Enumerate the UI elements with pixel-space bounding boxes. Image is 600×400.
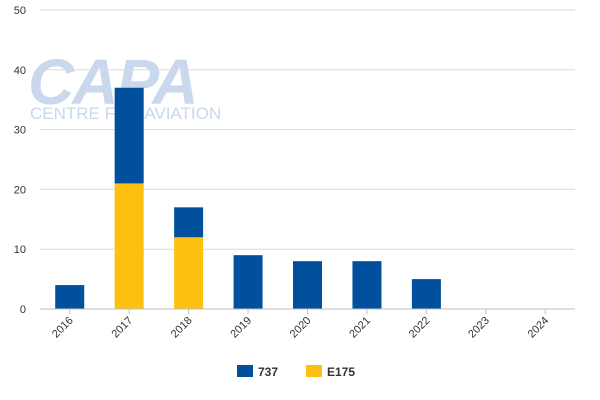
bars-layer bbox=[55, 87, 441, 309]
x-tick-label-2019: 2019 bbox=[228, 315, 254, 341]
x-tick-label-2020: 2020 bbox=[288, 315, 314, 341]
y-axis-tick-labels: 0 10 20 30 40 50 bbox=[14, 5, 26, 316]
x-tick-label-2022: 2022 bbox=[407, 315, 433, 341]
y-tick-label-50: 50 bbox=[14, 5, 26, 17]
x-tick-label-2021: 2021 bbox=[347, 315, 373, 341]
legend-label-e175: E175 bbox=[327, 365, 355, 379]
x-tick-label-2024: 2024 bbox=[526, 315, 552, 341]
legend-swatch-737 bbox=[237, 365, 253, 377]
legend-swatch-e175 bbox=[306, 365, 322, 377]
legend: 737 E175 bbox=[237, 365, 355, 379]
bar-737-2018 bbox=[174, 207, 204, 238]
x-axis-tick-labels: 2016 2017 2018 2019 2020 2021 2022 2023 2024 bbox=[50, 309, 551, 340]
bar-e175-2017 bbox=[114, 183, 144, 309]
bar-737-2021 bbox=[352, 261, 382, 309]
bar-737-2020 bbox=[293, 261, 322, 309]
bar-e175-2018 bbox=[174, 237, 204, 309]
legend-label-737: 737 bbox=[258, 365, 278, 379]
y-tick-label-0: 0 bbox=[20, 304, 26, 316]
watermark-logo-text: CAPA bbox=[28, 46, 197, 118]
x-tick-label-2017: 2017 bbox=[109, 315, 135, 341]
bar-737-2017 bbox=[114, 87, 144, 184]
y-tick-label-40: 40 bbox=[14, 65, 26, 77]
x-tick-label-2016: 2016 bbox=[50, 315, 76, 341]
y-tick-label-30: 30 bbox=[14, 125, 26, 137]
bar-737-2016 bbox=[55, 285, 85, 309]
x-tick-label-2018: 2018 bbox=[169, 315, 195, 341]
bar-737-2019 bbox=[233, 255, 263, 309]
y-tick-label-20: 20 bbox=[14, 184, 26, 196]
x-tick-label-2023: 2023 bbox=[466, 315, 492, 341]
bar-737-2022 bbox=[411, 279, 441, 309]
y-tick-label-10: 10 bbox=[14, 244, 26, 256]
